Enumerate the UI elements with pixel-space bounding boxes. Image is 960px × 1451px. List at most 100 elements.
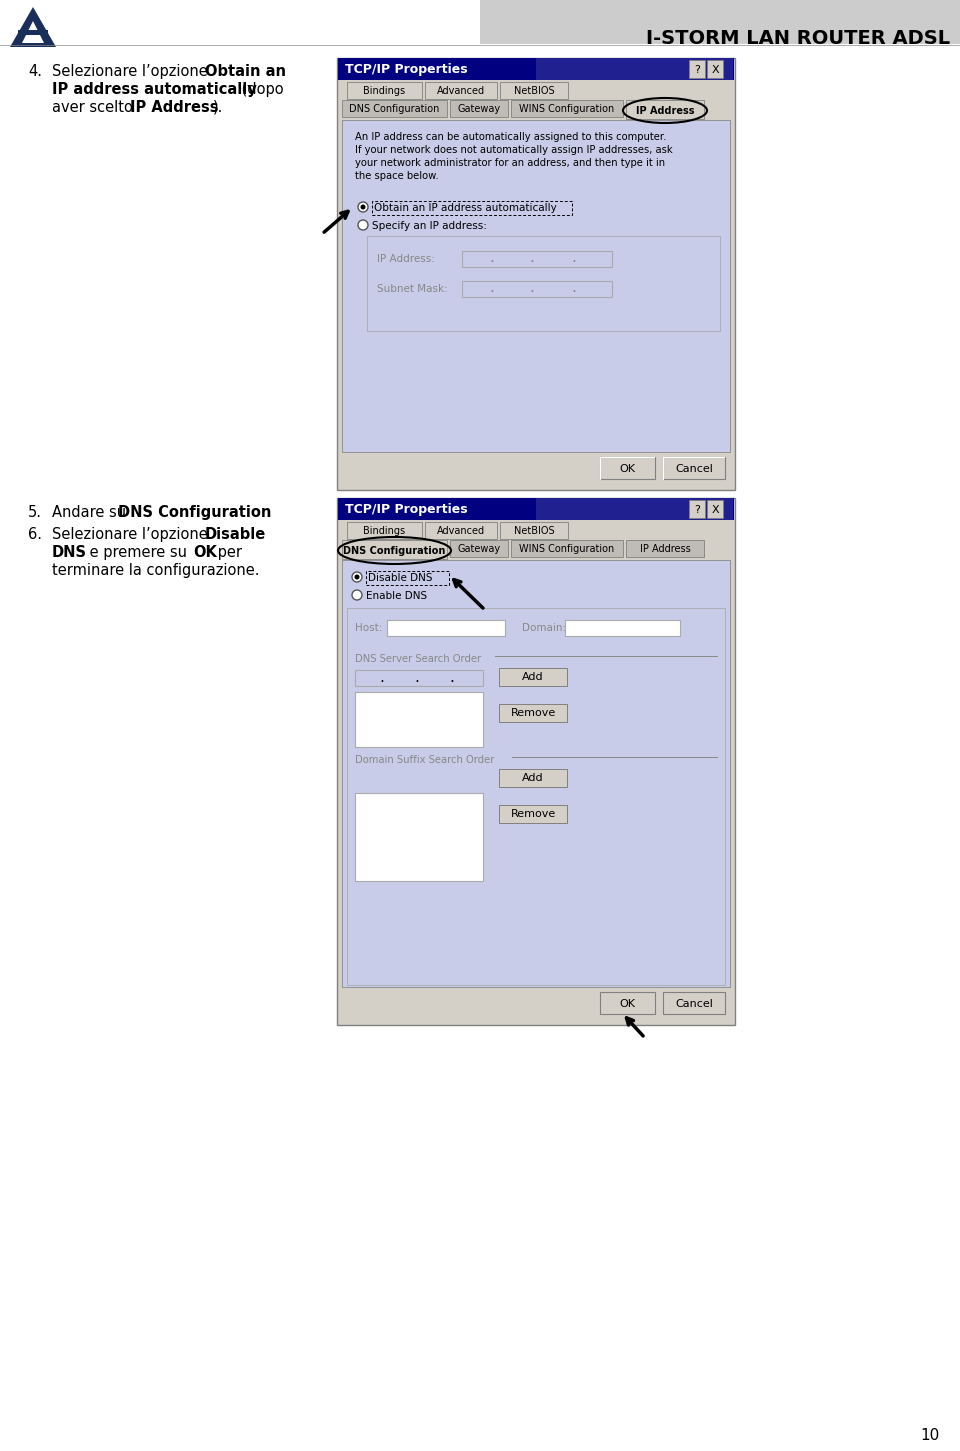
Bar	[347, 608, 725, 985]
Text: Disable DNS: Disable DNS	[368, 573, 433, 583]
Bar	[450, 540, 508, 557]
Bar	[18, 30, 48, 35]
Text: OK: OK	[193, 546, 217, 560]
Bar	[707, 501, 723, 518]
Bar	[338, 498, 734, 519]
Bar	[689, 59, 705, 78]
Text: DNS Configuration: DNS Configuration	[118, 505, 272, 519]
Text: I-STORM LAN ROUTER ADSL: I-STORM LAN ROUTER ADSL	[646, 29, 950, 48]
Text: Domain Suffix Search Order: Domain Suffix Search Order	[355, 755, 494, 765]
Bar	[600, 992, 655, 1014]
Bar	[480, 0, 960, 44]
Text: Remove: Remove	[511, 708, 556, 718]
Text: NetBIOS: NetBIOS	[514, 87, 554, 97]
Bar	[342, 100, 447, 118]
Text: .: .	[490, 251, 494, 266]
Text: Specify an IP address:: Specify an IP address:	[372, 221, 487, 231]
Circle shape	[352, 572, 362, 582]
Text: Andare su: Andare su	[52, 505, 131, 519]
Bar	[338, 58, 734, 80]
Bar	[626, 540, 704, 557]
Text: TCP/IP Properties: TCP/IP Properties	[345, 503, 468, 517]
Text: Bindings: Bindings	[364, 527, 405, 537]
Text: .: .	[571, 280, 576, 296]
Text: IP Address: IP Address	[636, 106, 694, 116]
Text: 4.: 4.	[28, 64, 42, 78]
Polygon shape	[22, 20, 44, 44]
Bar	[372, 202, 572, 215]
Bar	[707, 59, 723, 78]
Text: Gateway: Gateway	[457, 104, 500, 115]
Text: NetBIOS: NetBIOS	[514, 527, 554, 537]
Text: IP Address: IP Address	[130, 100, 219, 115]
Text: Add: Add	[522, 672, 543, 682]
Bar	[355, 692, 483, 747]
Bar	[499, 805, 567, 823]
Text: .: .	[571, 251, 576, 266]
Bar	[347, 522, 422, 538]
Bar	[355, 670, 483, 686]
Bar	[342, 540, 447, 559]
Bar	[342, 560, 730, 987]
Bar	[425, 522, 497, 538]
Text: the space below.: the space below.	[355, 171, 439, 181]
Text: 6.: 6.	[28, 527, 42, 543]
Bar	[663, 457, 725, 479]
Text: Selezionare l’opzione: Selezionare l’opzione	[52, 64, 212, 78]
Bar	[511, 540, 623, 557]
Text: WINS Configuration: WINS Configuration	[519, 104, 614, 115]
Text: 5.: 5.	[28, 505, 42, 519]
Text: Bindings: Bindings	[364, 87, 405, 97]
Text: Enable DNS: Enable DNS	[366, 591, 427, 601]
Text: DNS: DNS	[52, 546, 87, 560]
Text: Disable: Disable	[205, 527, 266, 543]
Text: terminare la configurazione.: terminare la configurazione.	[52, 563, 259, 577]
Text: Cancel: Cancel	[675, 998, 713, 1008]
Text: .: .	[490, 280, 494, 296]
Circle shape	[354, 575, 359, 579]
Bar	[689, 501, 705, 518]
Bar	[499, 667, 567, 686]
Text: .: .	[415, 669, 420, 685]
Text: Obtain an: Obtain an	[205, 64, 286, 78]
Text: (dopo: (dopo	[237, 83, 283, 97]
Text: DNS Configuration: DNS Configuration	[349, 104, 440, 115]
Bar	[366, 572, 449, 585]
Bar	[450, 100, 508, 118]
Text: Advanced: Advanced	[437, 87, 485, 97]
Bar	[536, 498, 733, 519]
Bar	[663, 992, 725, 1014]
Text: your network administrator for an address, and then type it in: your network administrator for an addres…	[355, 158, 665, 168]
Text: OK: OK	[619, 998, 636, 1008]
Bar	[626, 100, 704, 119]
Text: Subnet Mask:: Subnet Mask:	[377, 284, 447, 295]
Bar	[500, 522, 568, 538]
Bar	[337, 498, 735, 1024]
Text: ?: ?	[694, 65, 700, 75]
Text: Obtain an IP address automatically: Obtain an IP address automatically	[374, 203, 557, 213]
Bar	[342, 120, 730, 453]
Bar	[565, 620, 680, 636]
Text: DNS Server Search Order: DNS Server Search Order	[355, 654, 481, 665]
Circle shape	[358, 221, 368, 231]
Text: Selezionare l’opzione: Selezionare l’opzione	[52, 527, 212, 543]
Text: ).: ).	[213, 100, 224, 115]
Bar	[499, 769, 567, 786]
Text: aver scelto: aver scelto	[52, 100, 137, 115]
Polygon shape	[10, 7, 56, 46]
Text: If your network does not automatically assign IP addresses, ask: If your network does not automatically a…	[355, 145, 673, 155]
Bar	[425, 83, 497, 99]
Bar	[462, 251, 612, 267]
Text: WINS Configuration: WINS Configuration	[519, 544, 614, 554]
Bar	[462, 281, 612, 297]
Bar	[500, 83, 568, 99]
Text: Gateway: Gateway	[457, 544, 500, 554]
Bar	[536, 58, 733, 80]
Text: Advanced: Advanced	[437, 527, 485, 537]
Bar	[367, 237, 720, 331]
Text: per: per	[213, 546, 242, 560]
Text: X: X	[711, 505, 719, 515]
Text: e premere su: e premere su	[85, 546, 192, 560]
Text: .: .	[379, 669, 384, 685]
Text: X: X	[711, 65, 719, 75]
